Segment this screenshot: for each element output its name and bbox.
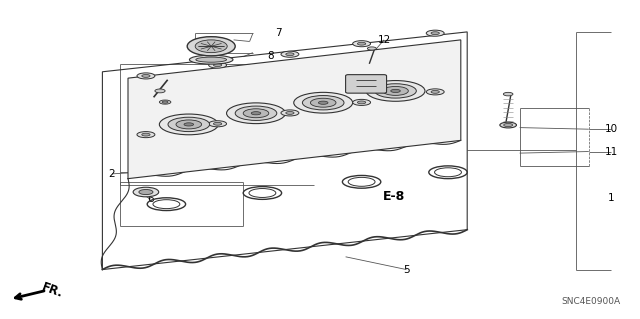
- Ellipse shape: [159, 114, 218, 135]
- Ellipse shape: [184, 123, 193, 126]
- FancyBboxPatch shape: [346, 75, 387, 93]
- Ellipse shape: [285, 112, 294, 114]
- Ellipse shape: [137, 73, 155, 79]
- Ellipse shape: [281, 51, 299, 57]
- Text: 1: 1: [608, 193, 614, 203]
- Text: 10: 10: [605, 124, 618, 134]
- Text: E-8: E-8: [383, 190, 404, 203]
- Ellipse shape: [375, 84, 417, 98]
- Text: 9: 9: [403, 81, 410, 91]
- Ellipse shape: [251, 112, 261, 115]
- Text: SNC4E0900A: SNC4E0900A: [562, 297, 621, 306]
- Ellipse shape: [176, 120, 202, 129]
- Ellipse shape: [168, 117, 210, 132]
- Text: 7: 7: [275, 28, 282, 39]
- Ellipse shape: [302, 95, 344, 110]
- Ellipse shape: [390, 89, 401, 93]
- Ellipse shape: [196, 57, 227, 62]
- Ellipse shape: [281, 110, 299, 116]
- Ellipse shape: [357, 101, 366, 104]
- Ellipse shape: [366, 81, 425, 101]
- Ellipse shape: [137, 132, 155, 138]
- Ellipse shape: [294, 93, 353, 113]
- Ellipse shape: [155, 89, 165, 93]
- Ellipse shape: [504, 93, 513, 96]
- Ellipse shape: [142, 75, 150, 77]
- Ellipse shape: [383, 86, 408, 95]
- Ellipse shape: [159, 100, 171, 104]
- Ellipse shape: [227, 103, 285, 124]
- Ellipse shape: [357, 42, 366, 45]
- Ellipse shape: [209, 62, 227, 68]
- Ellipse shape: [426, 30, 444, 36]
- Ellipse shape: [214, 122, 222, 125]
- Ellipse shape: [209, 121, 227, 127]
- Text: FR.: FR.: [40, 280, 65, 300]
- Text: 3: 3: [154, 95, 160, 106]
- Text: 5: 5: [403, 264, 410, 275]
- Ellipse shape: [188, 37, 236, 56]
- Polygon shape: [128, 40, 461, 179]
- Ellipse shape: [195, 40, 227, 53]
- Ellipse shape: [133, 187, 159, 197]
- Ellipse shape: [500, 122, 516, 128]
- Ellipse shape: [367, 47, 376, 50]
- Ellipse shape: [285, 53, 294, 56]
- Ellipse shape: [319, 101, 328, 104]
- Ellipse shape: [431, 32, 440, 34]
- Ellipse shape: [163, 101, 168, 103]
- Ellipse shape: [431, 91, 440, 93]
- Ellipse shape: [139, 189, 153, 195]
- Text: 8: 8: [267, 51, 273, 61]
- Ellipse shape: [214, 64, 222, 67]
- Ellipse shape: [189, 55, 233, 64]
- Ellipse shape: [426, 89, 444, 95]
- Text: 2: 2: [109, 169, 115, 179]
- Text: 4: 4: [154, 115, 160, 125]
- Ellipse shape: [243, 109, 269, 118]
- Text: 11: 11: [605, 146, 618, 157]
- Ellipse shape: [142, 133, 150, 136]
- Ellipse shape: [504, 123, 513, 127]
- Text: 6: 6: [147, 194, 154, 204]
- Text: 12: 12: [378, 35, 390, 45]
- Ellipse shape: [236, 106, 277, 121]
- Ellipse shape: [353, 41, 371, 47]
- Ellipse shape: [353, 100, 371, 105]
- Ellipse shape: [310, 98, 336, 107]
